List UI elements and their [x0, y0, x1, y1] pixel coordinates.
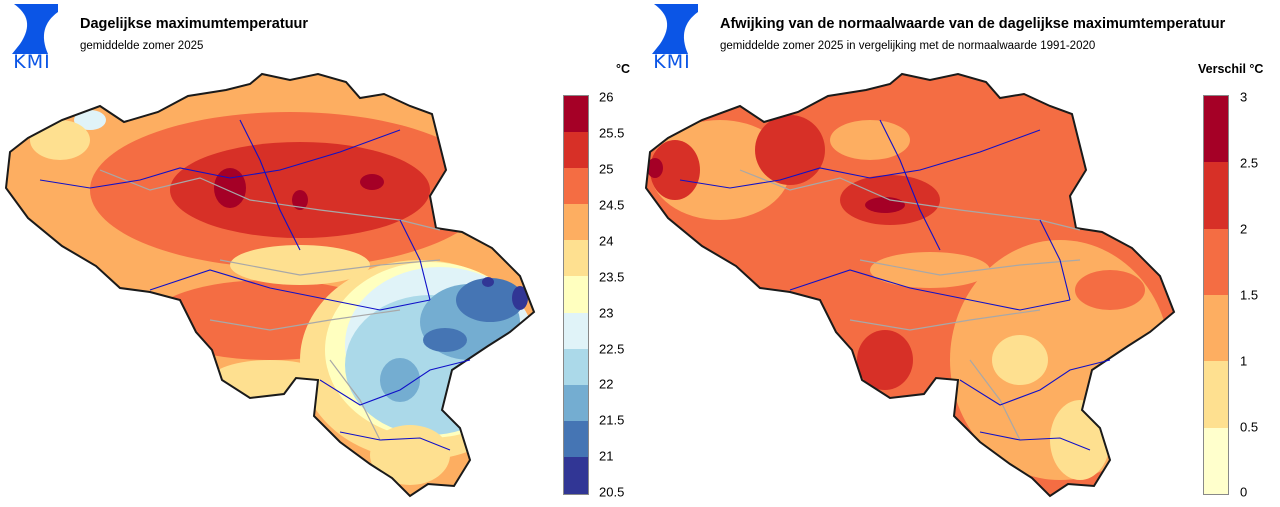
- legend-swatch: [564, 421, 588, 457]
- legend-swatch: [564, 457, 588, 494]
- map-title: Dagelijkse maximumtemperatuur: [80, 16, 309, 32]
- legend-tick: 0: [1240, 484, 1248, 500]
- legend-swatch: [564, 204, 588, 240]
- legend-tick: 25.5: [599, 125, 625, 141]
- legend-tick: 1.5: [1240, 287, 1259, 303]
- map-subtitle: gemiddelde zomer 2025: [80, 40, 204, 52]
- legend-swatch: [564, 276, 588, 313]
- legend-swatch: [564, 96, 588, 132]
- legend-tick: 21: [599, 448, 614, 464]
- belgium-temperature-map: [5, 73, 535, 497]
- legend-tick: 24.5: [599, 197, 625, 213]
- legend-swatch: [564, 132, 588, 168]
- anomaly-legend: [1203, 95, 1229, 495]
- legend-swatch: [1204, 162, 1228, 229]
- legend-tick: 2: [1240, 221, 1248, 237]
- legend-swatch: [564, 168, 588, 204]
- belgium-anomaly-map: [645, 73, 1175, 497]
- kmi-logo-text: KMI: [653, 51, 691, 73]
- legend-tick: 22: [599, 376, 614, 392]
- left-panel: KMI Dagelijkse maximumtemperatuur gemidd…: [5, 4, 631, 500]
- legend-tick: 2.5: [1240, 155, 1259, 171]
- legend-tick: 3: [1240, 89, 1248, 105]
- legend-swatch: [564, 240, 588, 276]
- kmi-logo: KMI: [646, 4, 698, 72]
- legend-swatch: [1204, 428, 1228, 494]
- kmi-logo-mark: [646, 4, 698, 54]
- legend-swatch: [1204, 361, 1228, 428]
- legend-swatch: [1204, 96, 1228, 162]
- map-subtitle: gemiddelde zomer 2025 in vergelijking me…: [720, 40, 1096, 52]
- legend-tick: 22.5: [599, 341, 625, 357]
- map-title: Afwijking van de normaalwaarde van de da…: [720, 16, 1226, 32]
- legend-swatch: [564, 313, 588, 349]
- legend-tick: 24: [599, 233, 614, 249]
- legend-tick: 23: [599, 305, 614, 321]
- legend-tick: 20.5: [599, 484, 625, 500]
- legend-swatch: [1204, 229, 1228, 295]
- legend-unit-label: °C: [616, 62, 631, 76]
- kmi-logo-text: KMI: [13, 51, 51, 73]
- legend-swatch: [564, 349, 588, 385]
- temperature-legend: [563, 95, 589, 495]
- legend-tick: 23.5: [599, 269, 625, 285]
- legend-unit-label: Verschil °C: [1198, 62, 1264, 76]
- kmi-logo-mark: [6, 4, 58, 54]
- right-panel: KMI Afwijking van de normaalwaarde van d…: [640, 0, 1280, 507]
- legend-tick: 1: [1240, 353, 1248, 369]
- legend-tick: 26: [599, 89, 614, 105]
- legend-tick: 25: [599, 161, 614, 177]
- legend-tick: 0.5: [1240, 419, 1259, 435]
- legend-tick: 21.5: [599, 412, 625, 428]
- legend-swatch: [1204, 295, 1228, 361]
- legend-swatch: [564, 385, 588, 421]
- kmi-logo: KMI: [6, 4, 58, 72]
